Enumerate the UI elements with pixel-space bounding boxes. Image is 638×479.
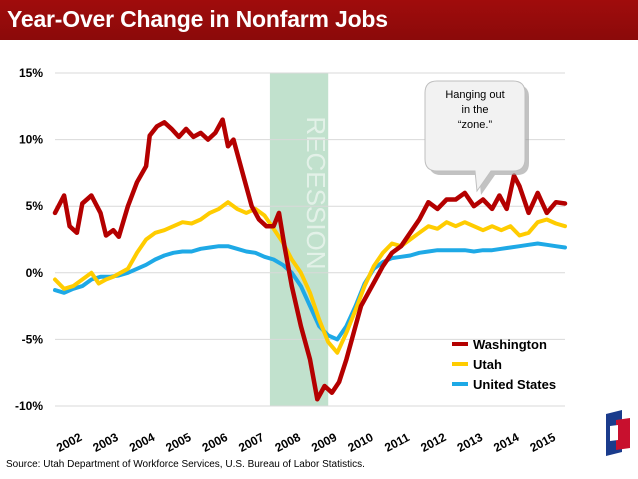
x-tick-label: 2009 — [309, 430, 339, 455]
title-bar: Year-Over Change in Nonfarm Jobs — [0, 0, 638, 40]
callout-text: in the — [462, 104, 489, 116]
page-title: Year-Over Change in Nonfarm Jobs — [7, 6, 388, 32]
x-tick-label: 2013 — [455, 430, 485, 455]
x-tick-label: 2010 — [345, 430, 375, 455]
y-tick-label: 0% — [26, 266, 44, 280]
legend-label-utah: Utah — [473, 357, 502, 372]
callout-text: “zone.” — [458, 119, 493, 131]
x-tick-label: 2007 — [236, 430, 266, 455]
x-tick-label: 2005 — [163, 430, 193, 455]
x-tick-label: 2002 — [54, 430, 84, 455]
callout-bubble — [424, 80, 529, 195]
x-tick-label: 2003 — [90, 430, 120, 455]
x-tick-label: 2004 — [127, 430, 157, 455]
callout-text: Hanging out — [445, 89, 504, 101]
brand-logo-icon — [606, 410, 630, 456]
x-tick-label: 2014 — [491, 430, 521, 455]
x-tick-label: 2008 — [273, 430, 303, 455]
source-note: Source: Utah Department of Workforce Ser… — [6, 459, 365, 470]
x-tick-label: 2006 — [200, 430, 230, 455]
y-tick-label: -10% — [15, 399, 43, 413]
series-line-utah — [53, 200, 567, 355]
legend-label-washington: Washington — [473, 337, 547, 352]
x-tick-label: 2012 — [418, 430, 448, 455]
series-line-washington — [52, 117, 568, 402]
x-tick-label: 2011 — [382, 430, 412, 455]
x-tick-label: 2015 — [528, 430, 558, 455]
y-tick-label: 15% — [19, 66, 43, 80]
y-tick-label: 10% — [19, 133, 43, 147]
series-line-us — [53, 241, 567, 342]
y-tick-label: -5% — [22, 332, 44, 346]
y-tick-label: 5% — [26, 199, 44, 213]
recession-label: RECESSION — [301, 116, 331, 269]
legend-label-us: United States — [473, 377, 556, 392]
